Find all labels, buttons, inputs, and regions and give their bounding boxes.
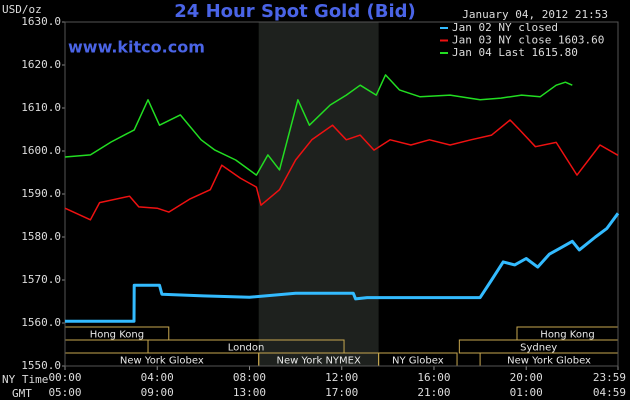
y-tick-label: 1580.0 [21,230,61,243]
x-tick-label: 16:00 [417,371,450,384]
x-tick-label: 08:00 [233,371,266,384]
session-label: New York Globex [120,356,204,367]
session-label: NY Globex [392,356,444,367]
y-tick-label: 1610.0 [21,101,61,114]
y-tick-label: 1620.0 [21,58,61,71]
x-tick-label: 20:00 [510,371,543,384]
x-tick-label: 17:00 [325,386,358,399]
price-line [65,212,620,323]
session-label: New York NYMEX [276,356,361,367]
price-line [64,74,573,176]
timestamp: January 04, 2012 21:53 [462,8,608,21]
chart-title: 24 Hour Spot Gold (Bid) [174,1,415,22]
y-tick-label: 1630.0 [21,15,61,28]
session-label: New York Globex [507,356,591,367]
x-tick-label: 13:00 [233,386,266,399]
x-axis-label: NY Time [2,373,48,386]
legend-label: Jan 02 NY closed [452,21,558,34]
x-tick-label: 09:00 [141,386,174,399]
y-tick-label: 1570.0 [21,273,61,286]
website: www.kitco.com [68,38,205,57]
legend-label: Jan 03 NY close 1603.60 [452,34,604,47]
x-tick-label: 21:00 [417,386,450,399]
y-tick-label: 1600.0 [21,144,61,157]
x-tick-label: 05:00 [48,386,81,399]
x-tick-label: 23:59 [593,371,626,384]
x-tick-label: 04:00 [141,371,174,384]
session-label: Hong Kong [90,330,144,341]
x2-axis-label: GMT [12,387,32,400]
y-tick-label: 1590.0 [21,187,61,200]
x-tick-label: 12:00 [325,371,358,384]
shaded-range [258,22,379,366]
session-label: London [228,343,265,354]
session-label: Sydney [520,343,557,354]
price-line [64,119,619,221]
x-tick-label: 00:00 [48,371,81,384]
x-tick-label: 01:00 [510,386,543,399]
session-label: Hong Kong [540,330,594,341]
y-axis-label: USD/oz [2,3,42,16]
plot-frame [64,21,619,367]
y-tick-label: 1550.0 [21,359,61,372]
legend-label: Jan 04 Last 1615.80 [452,46,578,59]
y-tick-label: 1560.0 [21,316,61,329]
x-tick-label: 04:59 [593,386,626,399]
